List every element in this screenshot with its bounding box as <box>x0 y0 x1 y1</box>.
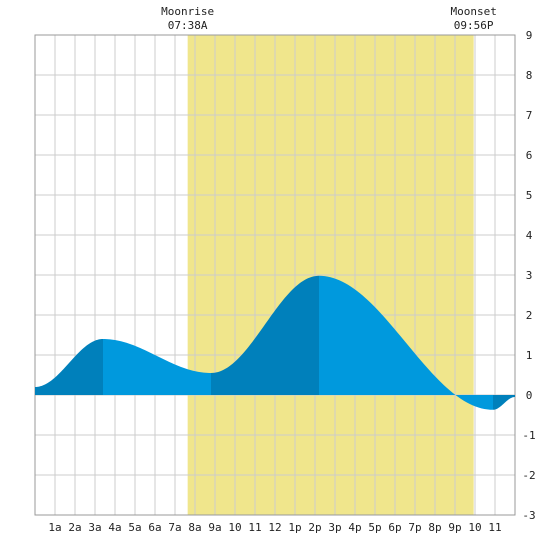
y-tick-label: 5 <box>526 189 533 202</box>
plot-border <box>34 34 516 516</box>
x-tick-label: 9a <box>208 521 221 534</box>
x-tick-label: 8p <box>428 521 441 534</box>
x-tick-label: 8a <box>188 521 201 534</box>
y-tick-label: 9 <box>526 29 533 42</box>
x-tick-label: 1a <box>48 521 61 534</box>
moonset-label: Moonset <box>450 5 496 18</box>
x-tick-label: 6p <box>388 521 401 534</box>
x-tick-label: 5p <box>368 521 381 534</box>
tide-rising-area <box>493 395 515 410</box>
y-tick-label: 6 <box>526 149 533 162</box>
y-tick-label: 2 <box>526 309 533 322</box>
x-tick-label: 4a <box>108 521 121 534</box>
x-tick-label: 12 <box>268 521 281 534</box>
y-tick-label: -2 <box>522 469 535 482</box>
x-tick-label: 3a <box>88 521 101 534</box>
x-tick-label: 2p <box>308 521 321 534</box>
tide-falling-area <box>319 275 493 410</box>
moonrise-label: Moonrise <box>161 5 214 18</box>
y-tick-label: -1 <box>522 429 535 442</box>
tide-falling-area <box>103 339 211 395</box>
y-tick-label: 1 <box>526 349 533 362</box>
tide-rising-area <box>35 339 103 395</box>
x-tick-label: 5a <box>128 521 141 534</box>
tide-rising-area <box>211 275 319 395</box>
y-tick-label: 0 <box>526 389 533 402</box>
x-tick-label: 6a <box>148 521 161 534</box>
x-tick-label: 9p <box>448 521 461 534</box>
x-tick-label: 11 <box>488 521 501 534</box>
x-tick-label: 10 <box>468 521 481 534</box>
y-tick-label: -3 <box>522 509 535 522</box>
y-tick-label: 4 <box>526 229 533 242</box>
x-tick-label: 1p <box>288 521 301 534</box>
x-tick-label: 3p <box>328 521 341 534</box>
moonset-time: 09:56P <box>454 19 494 32</box>
x-tick-label: 7a <box>168 521 181 534</box>
y-tick-label: 3 <box>526 269 533 282</box>
x-tick-label: 4p <box>348 521 361 534</box>
y-tick-label: 7 <box>526 109 533 122</box>
moonrise-time: 07:38A <box>168 19 208 32</box>
x-tick-label: 7p <box>408 521 421 534</box>
x-tick-label: 2a <box>68 521 81 534</box>
x-tick-label: 10 <box>228 521 241 534</box>
x-tick-label: 11 <box>248 521 261 534</box>
y-tick-label: 8 <box>526 69 533 82</box>
